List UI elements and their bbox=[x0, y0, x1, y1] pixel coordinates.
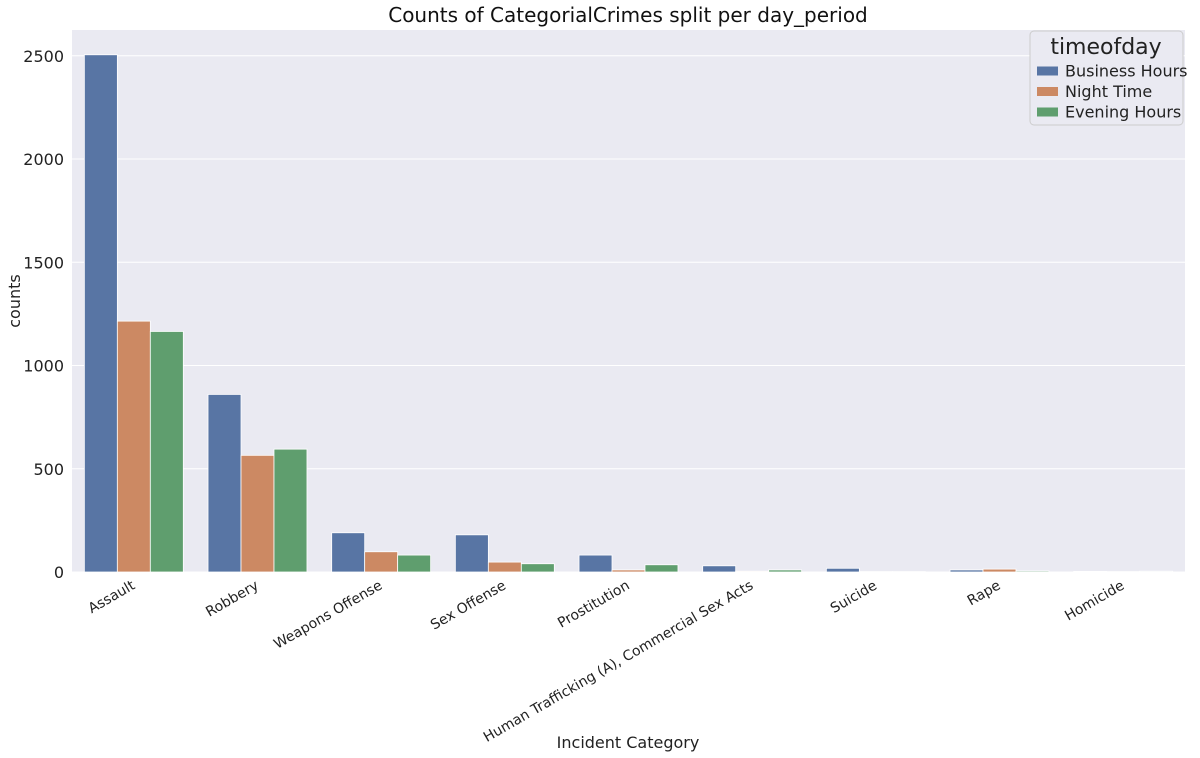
x-tick-label: Prostitution bbox=[555, 578, 632, 632]
legend-label: Night Time bbox=[1065, 82, 1152, 101]
bar bbox=[702, 565, 737, 573]
bars bbox=[83, 54, 1174, 573]
bar bbox=[1015, 570, 1050, 573]
y-tick-label: 1000 bbox=[23, 357, 64, 376]
x-tick-label: Homicide bbox=[1062, 578, 1127, 625]
y-tick-label: 2000 bbox=[23, 150, 64, 169]
bar bbox=[1073, 570, 1108, 573]
x-tick-label: Robbery bbox=[203, 578, 261, 621]
bar bbox=[949, 569, 984, 573]
y-tick-labels: 0 500 1000 1500 2000 2500 bbox=[23, 47, 64, 582]
legend-label: Evening Hours bbox=[1065, 103, 1181, 122]
bar bbox=[83, 54, 118, 573]
bar bbox=[520, 563, 555, 573]
x-tick-label: Sex Offense bbox=[428, 578, 509, 634]
bar bbox=[397, 554, 432, 573]
y-axis-label: counts bbox=[5, 274, 24, 327]
bar bbox=[487, 561, 522, 573]
bar bbox=[364, 551, 399, 573]
bar bbox=[644, 564, 679, 573]
bar bbox=[116, 320, 151, 573]
bar bbox=[982, 568, 1017, 573]
x-axis-label: Incident Category bbox=[557, 733, 700, 752]
bar bbox=[149, 331, 184, 573]
bar bbox=[735, 570, 770, 573]
bar bbox=[207, 394, 242, 573]
bar bbox=[331, 532, 366, 573]
x-tick-label: Assault bbox=[86, 577, 139, 617]
legend-label: Business Hours bbox=[1065, 62, 1188, 81]
legend-swatch bbox=[1037, 87, 1058, 96]
x-tick-label: Rape bbox=[965, 578, 1004, 610]
bar bbox=[273, 448, 308, 573]
x-tick-label: Suicide bbox=[828, 578, 880, 617]
chart-title: Counts of CategorialCrimes split per day… bbox=[388, 3, 868, 27]
y-tick-label: 0 bbox=[54, 563, 64, 582]
x-tick-labels: Assault Robbery Weapons Offense Sex Offense… bbox=[86, 577, 1128, 745]
x-tick-label: Weapons Offense bbox=[271, 578, 385, 653]
y-tick-label: 2500 bbox=[23, 47, 64, 66]
bar bbox=[611, 569, 646, 573]
bar bbox=[1139, 570, 1174, 573]
legend-swatch bbox=[1037, 66, 1058, 76]
legend-title: timeofday bbox=[1050, 35, 1161, 60]
legend-box bbox=[1029, 30, 1184, 126]
y-tick-label: 1500 bbox=[23, 253, 64, 272]
bar bbox=[768, 569, 803, 573]
x-tick-label: Human Trafficking (A), Commercial Sex Ac… bbox=[481, 578, 756, 746]
y-tick-label: 500 bbox=[33, 460, 64, 479]
bar bbox=[454, 534, 489, 573]
bar bbox=[240, 454, 275, 573]
bar bbox=[825, 567, 860, 573]
bar bbox=[578, 554, 613, 573]
legend-swatch bbox=[1037, 107, 1058, 117]
